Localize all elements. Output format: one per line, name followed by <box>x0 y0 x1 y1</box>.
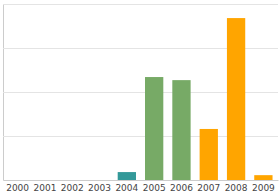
y-axis <box>3 5 278 181</box>
bars <box>118 18 273 180</box>
x-tick-label: 2009 <box>252 183 275 193</box>
y-tick <box>3 4 278 5</box>
bar <box>90 180 108 181</box>
x-tick-label: 2007 <box>197 183 220 193</box>
x-tick-label: 2004 <box>115 183 138 193</box>
x-axis-line <box>4 180 279 181</box>
bar <box>8 180 26 181</box>
x-tick-label: 2006 <box>170 183 193 193</box>
bar <box>145 77 163 180</box>
bar <box>227 18 245 180</box>
x-axis: 2000 2001 2002 2003 2004 2005 2006 2007 2008 2009 <box>4 180 279 193</box>
x-tick: 2007 <box>197 180 220 193</box>
x-tick: 2002 <box>61 180 84 193</box>
grid-line <box>3 4 278 5</box>
chart: 2000 2001 2002 2003 2004 2005 2006 2007 2008 2009 <box>0 0 280 195</box>
bar <box>63 180 81 181</box>
x-tick-label: 2002 <box>61 183 84 193</box>
bar <box>254 175 272 180</box>
x-tick: 2006 <box>170 180 193 193</box>
bar <box>200 129 218 180</box>
x-tick: 2001 <box>33 180 56 193</box>
x-tick-label: 2005 <box>143 183 166 193</box>
grid-line <box>3 180 278 181</box>
x-tick-label: 2001 <box>33 183 56 193</box>
y-tick <box>3 180 278 181</box>
plot: 2000 2001 2002 2003 2004 2005 2006 2007 2008 2009 <box>3 5 279 194</box>
x-tick-label: 2003 <box>88 183 111 193</box>
x-tick: 2003 <box>88 180 111 193</box>
x-tick: 2000 <box>6 180 29 193</box>
bar <box>36 180 54 181</box>
y-axis-line <box>4 5 279 181</box>
x-tick: 2005 <box>143 180 166 193</box>
x-tick: 2008 <box>225 180 248 193</box>
x-tick: 2004 <box>115 180 138 193</box>
bar <box>172 80 190 180</box>
x-tick-label: 2008 <box>225 183 248 193</box>
x-tick: 2009 <box>252 180 275 193</box>
x-tick-label: 2000 <box>6 183 29 193</box>
bar <box>118 172 136 180</box>
